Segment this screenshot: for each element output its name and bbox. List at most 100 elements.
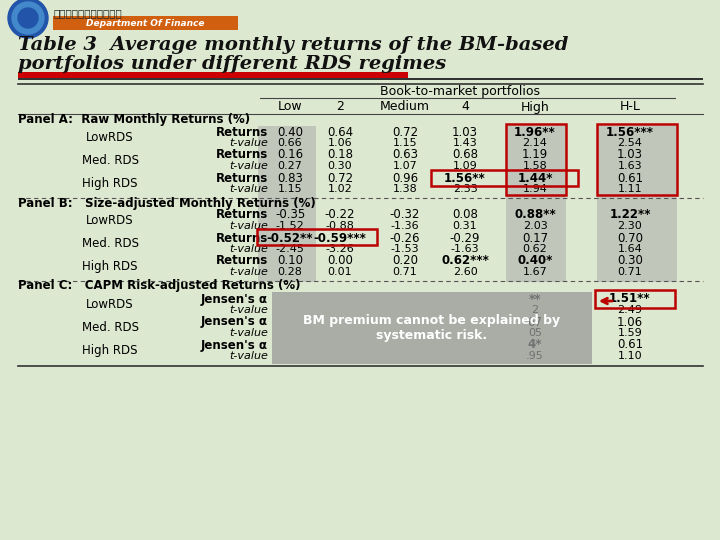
Text: Jensen's α: Jensen's α [201,339,268,352]
Text: t-value: t-value [229,244,268,254]
Text: 1.03: 1.03 [452,125,478,138]
Text: -0.22: -0.22 [325,208,355,221]
Text: 2.33: 2.33 [453,184,477,194]
Text: 0.31: 0.31 [453,221,477,231]
Text: -0.88: -0.88 [325,221,354,231]
Text: 0.62***: 0.62*** [441,254,489,267]
Text: Returns: Returns [216,125,268,138]
Text: 2.54: 2.54 [618,138,642,148]
Text: Returns: Returns [216,232,268,245]
Text: -0.26: -0.26 [390,232,420,245]
Text: t-value: t-value [229,351,268,361]
Circle shape [8,0,48,38]
Text: 0.30: 0.30 [328,161,352,171]
Text: t-value: t-value [229,305,268,315]
Text: 2: 2 [531,305,539,315]
Text: 1.06: 1.06 [617,315,643,328]
Text: 0.01: 0.01 [328,267,352,277]
Bar [258,126,316,282]
Text: 1.67: 1.67 [523,267,547,277]
Text: 1.07: 1.07 [392,161,418,171]
Text: BM premium cannot be explained by
systematic risk.: BM premium cannot be explained by system… [303,314,561,342]
Text: Panel C:   CAPM Risk-adjusted Returns (%): Panel C: CAPM Risk-adjusted Returns (%) [18,280,300,293]
Text: Jensen's α: Jensen's α [201,315,268,328]
Text: 1.94: 1.94 [523,184,547,194]
Text: 0.72: 0.72 [327,172,353,185]
Text: 0.62: 0.62 [523,244,547,254]
Text: 0.66: 0.66 [278,138,302,148]
Text: t-value: t-value [229,328,268,338]
Text: 1.63: 1.63 [618,161,642,171]
Text: 1.11: 1.11 [618,184,642,194]
Text: 1.15: 1.15 [392,138,418,148]
Text: 南亞技術學院財務金融系: 南亞技術學院財務金融系 [53,8,122,18]
Text: -0.29: -0.29 [450,232,480,245]
Text: 2.03: 2.03 [523,221,547,231]
Text: 1.51**: 1.51** [609,293,651,306]
Text: 67: 67 [528,315,542,328]
Text: 1.96**: 1.96** [514,125,556,138]
Text: 1.43: 1.43 [453,138,477,148]
Text: t-value: t-value [229,161,268,171]
Text: Jensen's α: Jensen's α [201,293,268,306]
Text: 1.15: 1.15 [278,184,302,194]
Text: 1.19: 1.19 [522,148,548,161]
Text: 0.08: 0.08 [452,208,478,221]
Bar [53,16,238,30]
Text: Returns: Returns [216,172,268,185]
Text: -2.45: -2.45 [276,244,305,254]
Text: -1.63: -1.63 [451,244,480,254]
Text: 0.61: 0.61 [617,172,643,185]
Text: 0.71: 0.71 [392,267,418,277]
Text: 1.10: 1.10 [618,351,642,361]
Text: LowRDS: LowRDS [86,214,134,227]
Text: 1.44*: 1.44* [517,172,553,185]
Text: -1.53: -1.53 [391,244,419,254]
Text: Med. RDS: Med. RDS [81,237,138,250]
Text: 0.18: 0.18 [327,148,353,161]
Text: 0.16: 0.16 [277,148,303,161]
Bar [18,78,703,80]
Text: t-value: t-value [229,184,268,194]
Text: t-value: t-value [229,138,268,148]
Text: -1.52: -1.52 [276,221,305,231]
Text: 0.68: 0.68 [452,148,478,161]
Text: 0.28: 0.28 [278,267,302,277]
Text: Med. RDS: Med. RDS [81,321,138,334]
Text: High RDS: High RDS [82,177,138,190]
Text: 05: 05 [528,328,542,338]
Text: 1.22**: 1.22** [609,208,651,221]
Text: Book-to-market portfolios: Book-to-market portfolios [380,85,540,98]
Circle shape [12,2,44,34]
Text: 0.70: 0.70 [617,232,643,245]
Text: 0.88**: 0.88** [514,208,556,221]
Text: 0.40*: 0.40* [517,254,553,267]
Text: 0.40: 0.40 [277,125,303,138]
Text: 1.56**: 1.56** [444,172,486,185]
Text: Department Of Finance: Department Of Finance [86,18,204,28]
Text: LowRDS: LowRDS [86,131,134,144]
Text: LowRDS: LowRDS [86,298,134,311]
Text: 0.83: 0.83 [277,172,303,185]
Text: Returns: Returns [216,148,268,161]
Text: 1.38: 1.38 [392,184,418,194]
Text: -3.26: -3.26 [325,244,354,254]
Text: 1.64: 1.64 [618,244,642,254]
Text: 0.71: 0.71 [618,267,642,277]
Text: -0.35: -0.35 [275,208,305,221]
Circle shape [18,8,38,28]
Bar [506,126,566,282]
Text: High RDS: High RDS [82,344,138,357]
Text: portfolios under different RDS regimes: portfolios under different RDS regimes [18,55,446,73]
Text: 1.58: 1.58 [523,161,547,171]
Text: 0.20: 0.20 [392,254,418,267]
Text: 0.64: 0.64 [327,125,353,138]
Text: 0.61: 0.61 [617,339,643,352]
Text: 1.09: 1.09 [453,161,477,171]
Text: 1.03: 1.03 [617,148,643,161]
Text: 2.14: 2.14 [523,138,547,148]
Text: 4: 4 [461,100,469,113]
Text: Low: Low [278,100,302,113]
Bar [597,126,677,282]
Text: Medium: Medium [380,100,430,113]
